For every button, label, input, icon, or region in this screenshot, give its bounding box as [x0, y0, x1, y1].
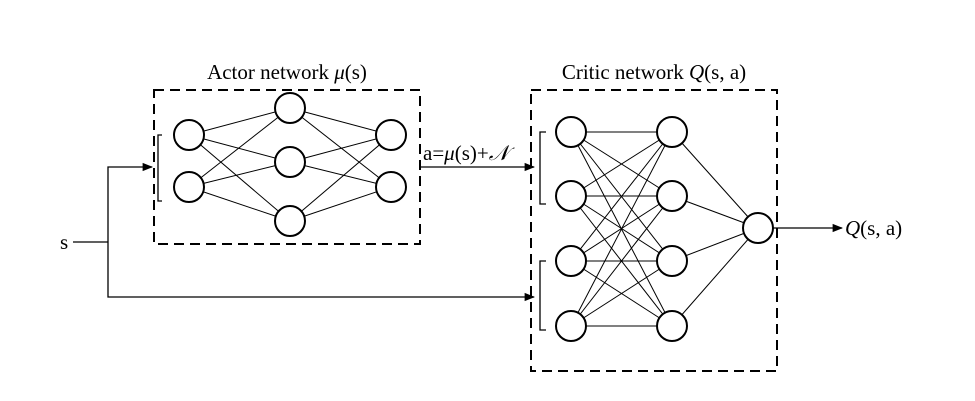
critic-edge-l0-3-2: [570, 260, 673, 327]
critic-node-layer2-0: [742, 212, 774, 244]
actor-edge-l0-1-2: [188, 186, 291, 222]
critic-node-layer1-1: [656, 180, 688, 212]
critic-node-layer0-1: [555, 180, 587, 212]
actor-node-layer0-1: [173, 171, 205, 203]
actor-edge-l1-0-0: [289, 107, 392, 136]
actor-edges: [188, 107, 392, 222]
critic-edge-l0-1-0: [570, 131, 673, 197]
critic-edge-l1-0-0: [671, 131, 759, 229]
actor-edge-l0-0-1: [188, 134, 291, 163]
actor-edge-l0-0-0: [188, 107, 291, 136]
output-label: Q(s, a): [845, 216, 902, 240]
actor-network-title: Actor network μ(s): [207, 60, 367, 84]
actor-edge-l1-2-0: [289, 134, 392, 222]
critic-edge-l0-3-1: [570, 195, 673, 327]
critic-node-layer0-2: [555, 245, 587, 277]
actor-edge-l1-0-1: [289, 107, 392, 188]
input-to-actor-arrow: [107, 162, 154, 242]
critic-state-bracket: [539, 260, 546, 331]
actor-edge-l1-1-0: [289, 134, 392, 163]
critic-node-layer1-3: [656, 310, 688, 342]
actor-node-layer1-1: [274, 146, 306, 178]
critic-node-layer1-2: [656, 245, 688, 277]
critic-node-layer1-0: [656, 116, 688, 148]
critic-network-box: [530, 89, 778, 372]
actor-node-layer1-0: [274, 92, 306, 124]
input-label-s: s: [60, 230, 68, 254]
actor-edge-l0-0-2: [188, 134, 291, 222]
critic-network-title: Critic network Q(s, a): [562, 60, 746, 84]
critic-nodes: [555, 116, 774, 342]
actor-nodes: [173, 92, 407, 237]
critic-edge-l0-2-0: [570, 131, 673, 262]
actor-node-layer1-2: [274, 205, 306, 237]
critic-node-layer0-3: [555, 310, 587, 342]
actor-node-layer2-0: [375, 119, 407, 151]
actor-edge-l1-2-1: [289, 186, 392, 222]
critic-edge-l0-3-0: [570, 131, 673, 327]
critic-edges: [570, 131, 759, 327]
critic-node-layer0-0: [555, 116, 587, 148]
actor-input-bracket: [157, 134, 162, 202]
actor-edge-l1-1-1: [289, 161, 392, 188]
critic-edge-l1-3-0: [671, 227, 759, 327]
action-label: a=μ(s)+𝒩: [423, 141, 515, 165]
actor-node-layer0-0: [173, 119, 205, 151]
input-to-critic-arrow: [107, 242, 536, 302]
actor-node-layer2-1: [375, 171, 407, 203]
actor-edge-l0-1-1: [188, 161, 291, 188]
actor-edge-l0-1-0: [188, 107, 291, 188]
critic-action-bracket: [539, 131, 546, 205]
